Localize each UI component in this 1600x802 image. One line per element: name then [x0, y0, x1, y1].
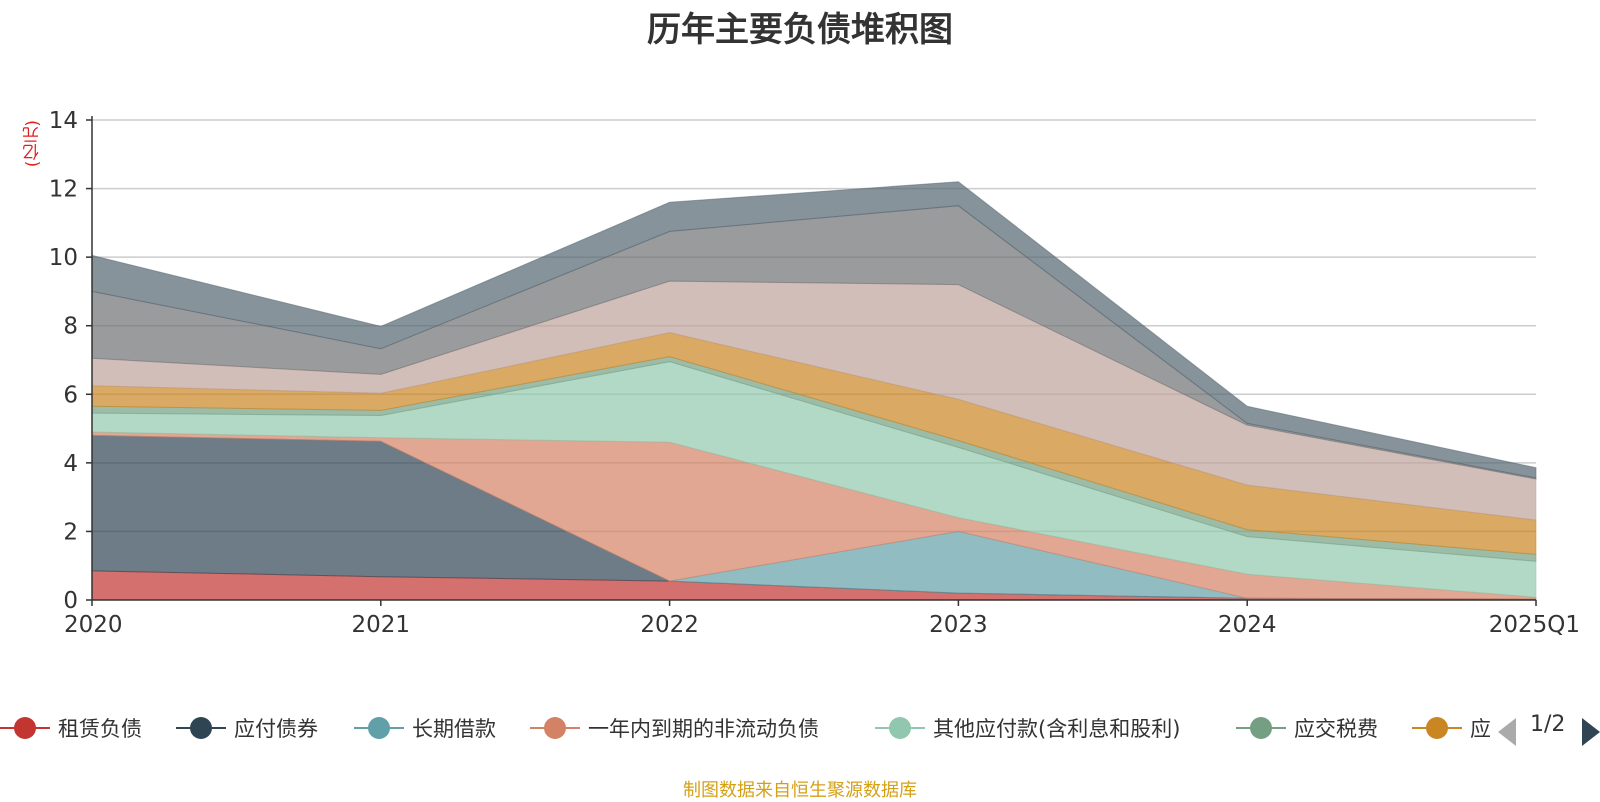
legend-marker-icon: [1236, 710, 1286, 746]
legend-item[interactable]: 租赁负债: [0, 710, 142, 746]
legend-item[interactable]: 长期借款: [354, 710, 496, 746]
legend-item[interactable]: 应付债券: [176, 710, 318, 746]
y-tick-label-2: 4: [63, 451, 78, 477]
legend-item-label: 一年内到期的非流动负债: [588, 717, 819, 741]
x-tick-label-1: 2021: [352, 612, 411, 638]
stacked-area-chart: 0 2 4 6 8 10 12 14 2020 2021 2022 2023 2024 2025Q1: [49, 108, 1580, 638]
triangle-left-icon[interactable]: [1498, 718, 1516, 746]
data-source-note: 制图数据来自恒生聚源数据库: [683, 780, 917, 801]
legend-marker-icon: [530, 710, 580, 746]
legend-item-label: 租赁负债: [58, 717, 142, 741]
legend-item[interactable]: 其他应付款(含利息和股利): [875, 710, 1180, 746]
x-tick-label-4: 2024: [1218, 612, 1277, 638]
x-tick-label-5: 2025Q1: [1489, 612, 1580, 638]
legend-pager: 1/2: [1498, 710, 1600, 746]
legend-marker-icon: [0, 710, 50, 746]
y-tick-label-4: 8: [63, 314, 78, 340]
legend-marker-icon: [875, 710, 925, 746]
x-tick-label-2: 2022: [640, 612, 699, 638]
legend-item-label: 应付债券: [234, 717, 318, 741]
x-tick-label-3: 2023: [929, 612, 988, 638]
legend-marker-icon: [176, 710, 226, 746]
chart-title: 历年主要负债堆积图: [647, 10, 953, 50]
triangle-right-icon[interactable]: [1582, 718, 1600, 746]
legend-item[interactable]: 一年内到期的非流动负债: [530, 710, 819, 746]
legend: 租赁负债 应付债券 长期借款 一年内到期的非流动负债 其他应付款(含利息和股利) 应交税费…: [0, 710, 1600, 746]
legend-marker-icon: [354, 710, 404, 746]
y-tick-label-5: 10: [49, 245, 78, 271]
legend-page-indicator: 1/2: [1530, 712, 1566, 737]
y-tick-label-3: 6: [63, 382, 78, 408]
legend-marker-icon: [1412, 710, 1462, 746]
legend-item-label: 长期借款: [412, 717, 496, 741]
legend-item-label: 应付账款: [1470, 717, 1490, 741]
y-tick-label-7: 14: [49, 108, 78, 134]
legend-item[interactable]: 应付账款: [1412, 710, 1490, 746]
x-tick-label-0: 2020: [64, 612, 123, 638]
legend-item-label: 其他应付款(含利息和股利): [933, 717, 1181, 741]
legend-item-label: 应交税费: [1294, 717, 1378, 741]
y-tick-label-6: 12: [49, 177, 78, 203]
legend-items: 租赁负债 应付债券 长期借款 一年内到期的非流动负债 其他应付款(含利息和股利) 应交税费…: [0, 710, 1490, 746]
legend-item[interactable]: 应交税费: [1236, 710, 1378, 746]
y-tick-label-1: 2: [63, 519, 78, 545]
series-area-9: [91, 181, 1537, 479]
y-tick-label-0: 0: [63, 588, 78, 614]
